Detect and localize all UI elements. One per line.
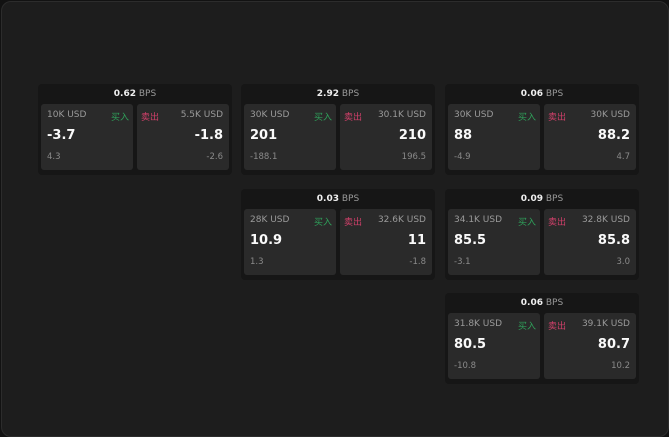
bid-change: -3.1 bbox=[454, 257, 471, 267]
bid-price: 80.5 bbox=[454, 337, 487, 352]
bid-quantity: 10K USD bbox=[47, 110, 87, 120]
bid-change: 4.3 bbox=[47, 152, 61, 162]
bid-change: -188.1 bbox=[250, 152, 278, 162]
bid-cell[interactable]: 10K USD 买入 -3.7 4.3 bbox=[41, 104, 133, 170]
ask-price: 88.2 bbox=[597, 128, 630, 143]
spread-unit: BPS bbox=[138, 89, 157, 99]
spread-header: 0.03 BPS bbox=[241, 189, 435, 209]
bid-price: 201 bbox=[250, 128, 278, 143]
quote-card: 0.06 BPS 31.8K USD 买入 80.5 -10.8 39.1K U… bbox=[445, 293, 639, 384]
ask-change: 10.2 bbox=[611, 361, 630, 371]
ask-quantity: 30K USD bbox=[590, 110, 630, 120]
bid-cell[interactable]: 30K USD 买入 201 -188.1 bbox=[244, 104, 336, 170]
ask-price: -1.8 bbox=[194, 128, 223, 143]
spread-value: 0.06 bbox=[520, 298, 543, 308]
ask-change: 196.5 bbox=[401, 152, 426, 162]
ask-change: -1.8 bbox=[409, 257, 426, 267]
spread-header: 2.92 BPS bbox=[241, 84, 435, 104]
spread-value: 0.62 bbox=[113, 89, 136, 99]
quote-card: 2.92 BPS 30K USD 买入 201 -188.1 30.1K USD… bbox=[241, 84, 435, 175]
quote-card: 0.06 BPS 30K USD 买入 88 -4.9 30K USD 卖出 8… bbox=[445, 84, 639, 175]
quote-card: 0.09 BPS 34.1K USD 买入 85.5 -3.1 32.8K US… bbox=[445, 189, 639, 280]
spread-value: 2.92 bbox=[316, 89, 339, 99]
ask-quantity: 32.8K USD bbox=[581, 215, 630, 225]
sell-label: 卖出 bbox=[548, 218, 567, 228]
spread-value: 0.06 bbox=[520, 89, 543, 99]
ask-quantity: 5.5K USD bbox=[180, 110, 223, 120]
ask-change: 4.7 bbox=[616, 152, 630, 162]
bid-price: -3.7 bbox=[47, 128, 76, 143]
spread-header: 0.06 BPS bbox=[445, 293, 639, 313]
bid-quantity: 30K USD bbox=[250, 110, 290, 120]
bid-cell[interactable]: 31.8K USD 买入 80.5 -10.8 bbox=[448, 313, 540, 379]
bid-price: 88 bbox=[454, 128, 473, 143]
ask-change: -2.6 bbox=[206, 152, 223, 162]
ask-cell[interactable]: 30.1K USD 卖出 210 196.5 bbox=[340, 104, 432, 170]
ask-quantity: 32.6K USD bbox=[377, 215, 426, 225]
ask-quantity: 30.1K USD bbox=[377, 110, 426, 120]
spread-header: 0.06 BPS bbox=[445, 84, 639, 104]
ask-cell[interactable]: 39.1K USD 卖出 80.7 10.2 bbox=[544, 313, 636, 379]
bid-quantity: 30K USD bbox=[454, 110, 494, 120]
buy-label: 买入 bbox=[517, 113, 536, 123]
spread-unit: BPS bbox=[545, 194, 564, 204]
spread-value: 0.09 bbox=[520, 194, 543, 204]
sell-label: 卖出 bbox=[344, 218, 363, 228]
quote-card: 0.62 BPS 10K USD 买入 -3.7 4.3 5.5K USD 卖出… bbox=[38, 84, 232, 175]
sell-label: 卖出 bbox=[548, 322, 567, 332]
buy-label: 买入 bbox=[313, 218, 332, 228]
bid-cell[interactable]: 34.1K USD 买入 85.5 -3.1 bbox=[448, 209, 540, 275]
buy-label: 买入 bbox=[517, 218, 536, 228]
ask-price: 11 bbox=[407, 233, 426, 248]
sell-label: 卖出 bbox=[344, 113, 363, 123]
ask-cell[interactable]: 5.5K USD 卖出 -1.8 -2.6 bbox=[137, 104, 229, 170]
spread-unit: BPS bbox=[341, 194, 360, 204]
buy-label: 买入 bbox=[517, 322, 536, 332]
buy-label: 买入 bbox=[110, 113, 129, 123]
spread-unit: BPS bbox=[545, 89, 564, 99]
spread-header: 0.62 BPS bbox=[38, 84, 232, 104]
ask-price: 85.8 bbox=[597, 233, 630, 248]
ask-price: 210 bbox=[398, 128, 426, 143]
bid-cell[interactable]: 30K USD 买入 88 -4.9 bbox=[448, 104, 540, 170]
bid-quantity: 28K USD bbox=[250, 215, 290, 225]
sell-label: 卖出 bbox=[141, 113, 160, 123]
bid-change: -10.8 bbox=[454, 361, 476, 371]
ask-cell[interactable]: 32.6K USD 卖出 11 -1.8 bbox=[340, 209, 432, 275]
ask-cell[interactable]: 30K USD 卖出 88.2 4.7 bbox=[544, 104, 636, 170]
ask-cell[interactable]: 32.8K USD 卖出 85.8 3.0 bbox=[544, 209, 636, 275]
spread-unit: BPS bbox=[341, 89, 360, 99]
ask-price: 80.7 bbox=[597, 337, 630, 352]
spread-unit: BPS bbox=[545, 298, 564, 308]
bid-quantity: 31.8K USD bbox=[454, 319, 503, 329]
spread-header: 0.09 BPS bbox=[445, 189, 639, 209]
bid-price: 85.5 bbox=[454, 233, 487, 248]
quote-card: 0.03 BPS 28K USD 买入 10.9 1.3 32.6K USD 卖… bbox=[241, 189, 435, 280]
bid-quantity: 34.1K USD bbox=[454, 215, 503, 225]
ask-change: 3.0 bbox=[616, 257, 630, 267]
sell-label: 卖出 bbox=[548, 113, 567, 123]
bid-price: 10.9 bbox=[250, 233, 283, 248]
ask-quantity: 39.1K USD bbox=[581, 319, 630, 329]
buy-label: 买入 bbox=[313, 113, 332, 123]
bid-cell[interactable]: 28K USD 买入 10.9 1.3 bbox=[244, 209, 336, 275]
spread-value: 0.03 bbox=[316, 194, 339, 204]
bid-change: -4.9 bbox=[454, 152, 471, 162]
bid-change: 1.3 bbox=[250, 257, 264, 267]
